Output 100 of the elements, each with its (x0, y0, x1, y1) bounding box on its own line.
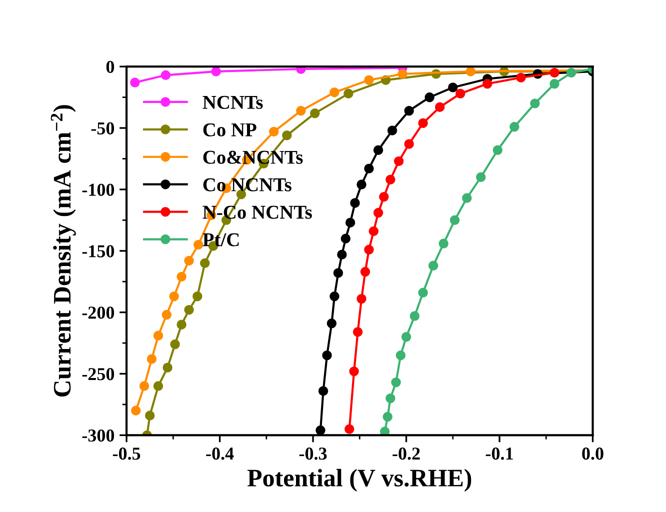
x-tick-label: -0.4 (206, 448, 234, 460)
point (333, 268, 344, 278)
y-tick-label: 0 (106, 60, 114, 73)
point (466, 66, 476, 76)
point (160, 70, 171, 80)
point (176, 320, 186, 330)
x-axis-title: Potential (V vs.RHE) (247, 468, 472, 492)
point (373, 208, 384, 218)
point (391, 378, 401, 388)
point (144, 410, 155, 420)
point (448, 82, 458, 92)
y-tick-label: -300 (82, 429, 114, 442)
point (344, 424, 354, 434)
point (368, 226, 378, 236)
point (139, 381, 150, 391)
point (379, 192, 389, 202)
point (131, 406, 141, 416)
point (153, 330, 164, 341)
point (410, 311, 420, 321)
point (356, 180, 366, 190)
point (318, 386, 328, 396)
point (192, 291, 202, 302)
point (386, 393, 396, 404)
point (364, 75, 374, 85)
point (550, 68, 560, 78)
x-tick-label: -0.3 (299, 448, 327, 460)
point (344, 88, 354, 98)
point (170, 339, 180, 350)
point (296, 106, 306, 116)
x-tick-label: 0.0 (582, 448, 604, 460)
point (193, 240, 204, 250)
point (364, 244, 374, 255)
point (510, 122, 520, 132)
point (310, 108, 320, 118)
point (428, 260, 438, 270)
point (394, 156, 404, 166)
point (130, 78, 140, 88)
point (176, 272, 186, 282)
point (330, 291, 340, 302)
point (418, 118, 428, 128)
point (184, 256, 194, 266)
point (349, 366, 359, 376)
point (450, 215, 460, 226)
point (352, 327, 363, 337)
point (364, 164, 374, 174)
y-tick-label: -200 (82, 306, 114, 319)
point (282, 130, 292, 140)
point (322, 350, 332, 360)
point (146, 354, 157, 364)
point (530, 98, 540, 108)
point (492, 145, 502, 155)
x-tick-label: -0.2 (392, 448, 420, 460)
y-tick-label: -150 (82, 245, 114, 258)
point (404, 106, 414, 116)
point (476, 172, 486, 182)
point (455, 88, 466, 98)
point (396, 350, 406, 360)
y-axis-title: Current Density (mA cm$^{−2}$) (50, 105, 76, 397)
point (398, 69, 408, 79)
point (373, 145, 384, 155)
point (162, 310, 172, 320)
point (330, 88, 340, 98)
point (153, 381, 164, 391)
y-tick-label: -50 (91, 122, 114, 134)
legend-label: NCNTs (202, 96, 263, 109)
point (387, 126, 398, 136)
point (424, 92, 434, 102)
point (340, 234, 351, 244)
point (550, 78, 560, 89)
point (350, 198, 360, 208)
point (386, 174, 396, 184)
point (162, 362, 172, 372)
point (360, 266, 370, 277)
point (356, 294, 366, 304)
point (296, 66, 306, 74)
point (337, 250, 347, 260)
point (418, 288, 428, 298)
point (462, 193, 472, 203)
point (326, 318, 337, 328)
point (345, 218, 356, 228)
y-tick-label: -100 (82, 184, 114, 196)
y-tick-label: -250 (82, 368, 114, 380)
point (516, 72, 526, 82)
x-tick-label: -0.5 (112, 448, 140, 460)
point (316, 425, 326, 436)
point (566, 68, 576, 78)
point (438, 238, 448, 248)
x-tick-label: -0.1 (486, 448, 513, 460)
point (200, 258, 210, 268)
point (382, 412, 392, 422)
point (169, 291, 179, 302)
point (404, 139, 414, 149)
point (184, 305, 194, 315)
point (380, 426, 390, 436)
point (401, 332, 412, 342)
point (434, 102, 445, 112)
point (211, 66, 221, 76)
point (482, 78, 492, 89)
legend-label: Co NP (203, 123, 256, 136)
point (269, 126, 279, 137)
